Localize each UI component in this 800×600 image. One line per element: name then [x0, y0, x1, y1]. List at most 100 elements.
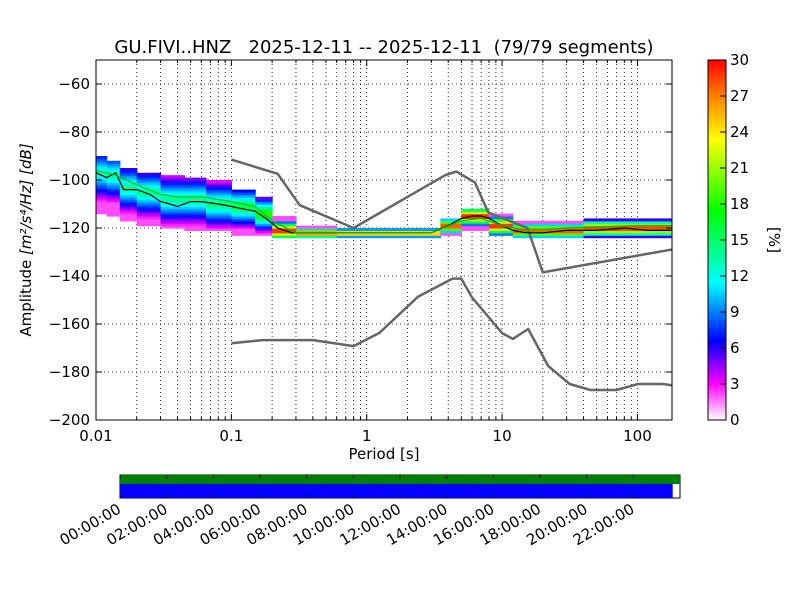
- density-cell: [216, 220, 220, 224]
- density-cell: [307, 230, 311, 234]
- density-cell: [174, 177, 178, 181]
- y-tick-label: −200: [49, 411, 90, 429]
- density-cell: [408, 235, 412, 239]
- density-cell: [481, 218, 485, 222]
- density-cell: [189, 208, 193, 212]
- density-cell: [403, 235, 407, 239]
- density-cell: [127, 168, 131, 171]
- density-cell: [196, 192, 200, 195]
- density-cell: [98, 160, 102, 164]
- density-cell: [155, 182, 159, 186]
- density-cell: [236, 196, 240, 200]
- density-cell: [223, 211, 227, 215]
- density-cell: [101, 177, 105, 181]
- density-cell: [630, 220, 634, 224]
- density-cell: [151, 213, 155, 217]
- density-cell: [208, 184, 212, 188]
- density-cell: [228, 218, 232, 222]
- density-cell: [106, 163, 110, 167]
- density-cell: [305, 235, 309, 239]
- density-cell: [104, 158, 108, 162]
- density-cell: [286, 235, 290, 239]
- density-cell: [274, 230, 278, 234]
- density-cell: [393, 232, 397, 236]
- density-cell: [264, 225, 268, 229]
- density-cell: [114, 189, 118, 193]
- density-cell: [203, 223, 207, 227]
- density-cell: [250, 220, 254, 224]
- density-cell: [208, 228, 212, 231]
- density-cell: [211, 194, 215, 198]
- density-cell: [505, 232, 509, 236]
- density-cell: [635, 235, 639, 239]
- density-cell: [250, 196, 254, 200]
- density-cell: [172, 211, 176, 215]
- density-cell: [510, 223, 514, 227]
- density-cell: [250, 228, 254, 231]
- density-cell: [488, 230, 492, 234]
- density-cell: [98, 184, 102, 188]
- density-cell: [260, 201, 264, 205]
- density-cell: [201, 177, 205, 181]
- density-cell: [361, 235, 365, 239]
- density-cell: [162, 225, 166, 229]
- density-cell: [179, 180, 183, 183]
- density-cell: [201, 182, 205, 186]
- density-cell: [478, 225, 483, 229]
- density-cell: [284, 235, 288, 239]
- density-cell: [520, 232, 524, 236]
- density-cell: [221, 218, 225, 222]
- density-cell: [307, 232, 311, 236]
- density-cell: [191, 189, 195, 193]
- density-cell: [179, 175, 183, 179]
- density-cell: [206, 208, 210, 212]
- density-cell: [127, 216, 131, 219]
- density-cell: [667, 235, 671, 239]
- density-cell: [111, 163, 116, 167]
- density-cell: [657, 223, 661, 227]
- density-cell: [542, 223, 546, 227]
- density-cell: [177, 189, 181, 193]
- density-cell: [245, 201, 249, 205]
- density-cell: [295, 225, 299, 229]
- density-cell: [358, 235, 362, 239]
- density-cell: [250, 211, 254, 215]
- density-cell: [454, 228, 458, 231]
- density-cell: [288, 223, 292, 227]
- density-cell: [206, 223, 210, 227]
- density-cell: [554, 223, 558, 227]
- density-cell: [593, 220, 597, 224]
- density-cell: [165, 196, 169, 200]
- density-cell: [186, 187, 190, 191]
- density-cell: [267, 201, 271, 205]
- density-cell: [373, 232, 377, 236]
- density-cell: [539, 235, 543, 239]
- density-cell: [583, 218, 587, 222]
- density-cell: [473, 211, 478, 215]
- density-cell: [652, 232, 656, 236]
- density-cell: [124, 172, 128, 176]
- density-cell: [517, 220, 521, 224]
- density-cell: [622, 220, 626, 224]
- density-cell: [179, 192, 183, 195]
- density-cell: [238, 232, 242, 236]
- density-cell: [493, 216, 497, 219]
- density-cell: [101, 160, 105, 164]
- density-cell: [276, 235, 280, 239]
- density-cell: [647, 223, 651, 227]
- density-cell: [471, 211, 475, 215]
- density-cell: [165, 208, 169, 212]
- density-cell: [305, 230, 309, 234]
- density-cell: [307, 235, 311, 239]
- density-cell: [218, 208, 222, 212]
- density-cell: [664, 232, 668, 236]
- density-cell: [158, 177, 162, 181]
- density-cell: [510, 232, 514, 236]
- density-cell: [124, 216, 128, 219]
- density-cell: [595, 230, 599, 234]
- density-cell: [134, 189, 138, 193]
- density-cell: [170, 206, 174, 210]
- density-cell: [96, 168, 100, 171]
- density-cell: [177, 184, 181, 188]
